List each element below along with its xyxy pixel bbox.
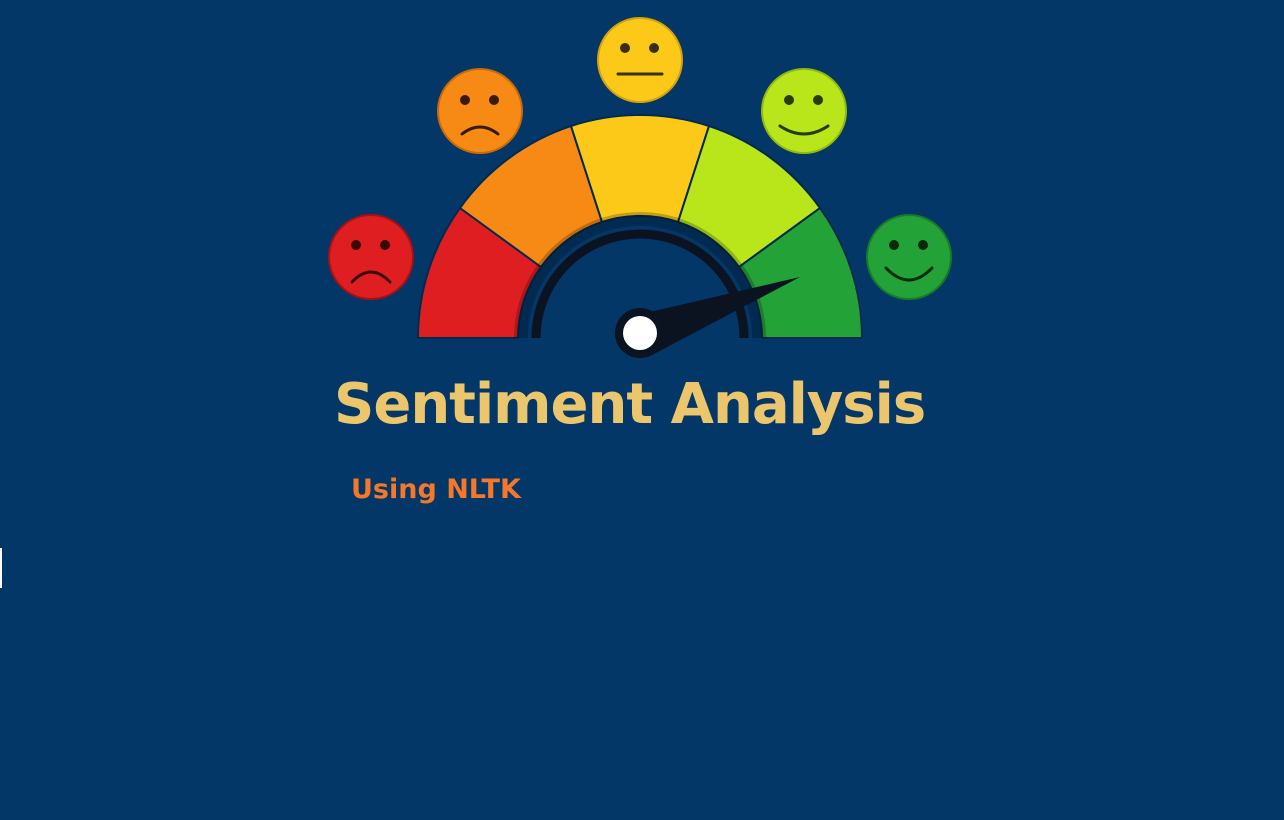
gauge-segments: [416, 114, 864, 339]
smile-face-icon: [761, 68, 847, 154]
page-title: Sentiment Analysis: [334, 372, 926, 437]
neutral-face-icon: [597, 17, 683, 103]
big-smile-face-icon: [866, 214, 952, 300]
gauge-inner-arc: [531, 229, 749, 339]
gauge-inner-shade: [514, 212, 766, 338]
gauge-needle: [615, 277, 800, 358]
sentiment-gauge: [328, 17, 952, 358]
gauge-segment-very-positive: [737, 206, 864, 339]
sad-face-icon: [437, 68, 523, 154]
page-subtitle: Using NLTK: [351, 474, 521, 505]
edge-mark: [0, 548, 2, 588]
very-sad-face-icon: [328, 214, 414, 300]
